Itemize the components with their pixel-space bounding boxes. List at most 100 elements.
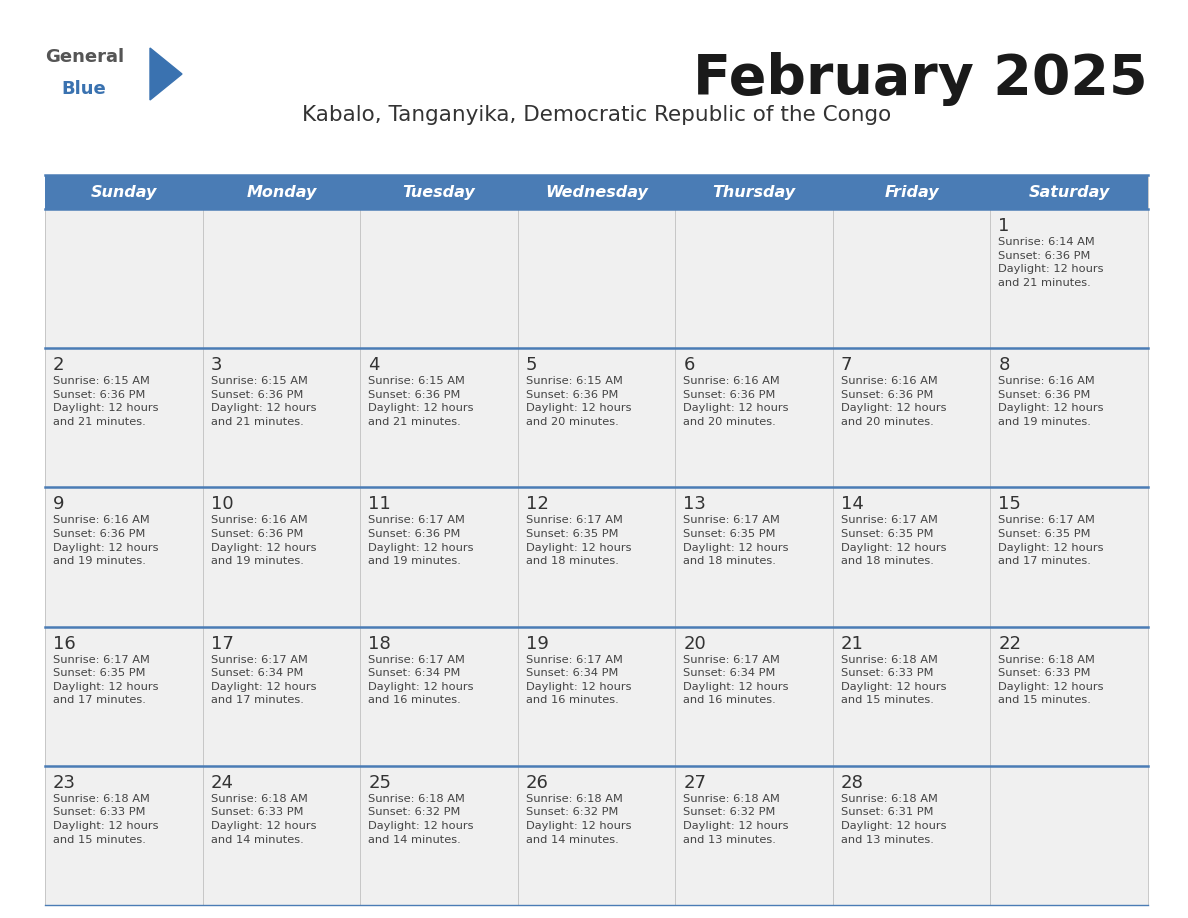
Text: 26: 26 (526, 774, 549, 792)
Text: 22: 22 (998, 634, 1022, 653)
Bar (203, 766, 360, 905)
Text: 21: 21 (841, 634, 864, 653)
Text: Sunrise: 6:18 AM
Sunset: 6:31 PM
Daylight: 12 hours
and 13 minutes.: Sunrise: 6:18 AM Sunset: 6:31 PM Dayligh… (841, 794, 947, 845)
Text: Sunrise: 6:16 AM
Sunset: 6:36 PM
Daylight: 12 hours
and 20 minutes.: Sunrise: 6:16 AM Sunset: 6:36 PM Dayligh… (841, 376, 947, 427)
Text: Sunrise: 6:17 AM
Sunset: 6:35 PM
Daylight: 12 hours
and 17 minutes.: Sunrise: 6:17 AM Sunset: 6:35 PM Dayligh… (53, 655, 158, 705)
Text: 15: 15 (998, 496, 1022, 513)
Bar (360, 766, 518, 905)
Text: Sunday: Sunday (90, 185, 157, 199)
Text: Sunrise: 6:17 AM
Sunset: 6:34 PM
Daylight: 12 hours
and 16 minutes.: Sunrise: 6:17 AM Sunset: 6:34 PM Dayligh… (526, 655, 631, 705)
Text: 9: 9 (53, 496, 64, 513)
Text: Thursday: Thursday (713, 185, 796, 199)
Text: 5: 5 (526, 356, 537, 375)
Text: 3: 3 (210, 356, 222, 375)
Bar (518, 627, 675, 766)
Text: Sunrise: 6:17 AM
Sunset: 6:35 PM
Daylight: 12 hours
and 18 minutes.: Sunrise: 6:17 AM Sunset: 6:35 PM Dayligh… (526, 515, 631, 566)
Text: Sunrise: 6:15 AM
Sunset: 6:36 PM
Daylight: 12 hours
and 20 minutes.: Sunrise: 6:15 AM Sunset: 6:36 PM Dayligh… (526, 376, 631, 427)
Text: Sunrise: 6:17 AM
Sunset: 6:35 PM
Daylight: 12 hours
and 17 minutes.: Sunrise: 6:17 AM Sunset: 6:35 PM Dayligh… (998, 515, 1104, 566)
Text: 14: 14 (841, 496, 864, 513)
Text: 11: 11 (368, 496, 391, 513)
Text: 24: 24 (210, 774, 234, 792)
Text: 18: 18 (368, 634, 391, 653)
Text: General: General (45, 48, 124, 66)
Text: 13: 13 (683, 496, 706, 513)
Text: Sunrise: 6:17 AM
Sunset: 6:35 PM
Daylight: 12 hours
and 18 minutes.: Sunrise: 6:17 AM Sunset: 6:35 PM Dayligh… (841, 515, 947, 566)
Text: Sunrise: 6:14 AM
Sunset: 6:36 PM
Daylight: 12 hours
and 21 minutes.: Sunrise: 6:14 AM Sunset: 6:36 PM Dayligh… (998, 237, 1104, 288)
Text: Tuesday: Tuesday (403, 185, 475, 199)
Text: Kabalo, Tanganyika, Democratic Republic of the Congo: Kabalo, Tanganyika, Democratic Republic … (302, 105, 891, 125)
Bar (45, 175, 1148, 209)
Text: Sunrise: 6:18 AM
Sunset: 6:32 PM
Daylight: 12 hours
and 14 minutes.: Sunrise: 6:18 AM Sunset: 6:32 PM Dayligh… (368, 794, 474, 845)
Bar (991, 348, 1148, 487)
Bar (833, 348, 991, 487)
Text: Sunrise: 6:18 AM
Sunset: 6:32 PM
Daylight: 12 hours
and 13 minutes.: Sunrise: 6:18 AM Sunset: 6:32 PM Dayligh… (683, 794, 789, 845)
Bar (45, 209, 203, 348)
Text: 19: 19 (526, 634, 549, 653)
Bar (518, 487, 675, 627)
Bar (360, 487, 518, 627)
Text: Saturday: Saturday (1029, 185, 1110, 199)
Text: Sunrise: 6:18 AM
Sunset: 6:33 PM
Daylight: 12 hours
and 15 minutes.: Sunrise: 6:18 AM Sunset: 6:33 PM Dayligh… (841, 655, 947, 705)
Bar (45, 348, 203, 487)
Bar (833, 766, 991, 905)
Text: 8: 8 (998, 356, 1010, 375)
Bar (675, 627, 833, 766)
Bar (360, 209, 518, 348)
Bar (991, 766, 1148, 905)
Polygon shape (150, 48, 182, 100)
Bar (518, 766, 675, 905)
Text: 2: 2 (53, 356, 64, 375)
Text: 20: 20 (683, 634, 706, 653)
Bar (518, 209, 675, 348)
Text: 17: 17 (210, 634, 234, 653)
Text: 4: 4 (368, 356, 380, 375)
Text: 1: 1 (998, 217, 1010, 235)
Bar (991, 209, 1148, 348)
Text: Sunrise: 6:17 AM
Sunset: 6:34 PM
Daylight: 12 hours
and 16 minutes.: Sunrise: 6:17 AM Sunset: 6:34 PM Dayligh… (683, 655, 789, 705)
Text: 12: 12 (526, 496, 549, 513)
Text: 23: 23 (53, 774, 76, 792)
Text: Sunrise: 6:15 AM
Sunset: 6:36 PM
Daylight: 12 hours
and 21 minutes.: Sunrise: 6:15 AM Sunset: 6:36 PM Dayligh… (210, 376, 316, 427)
Bar (675, 766, 833, 905)
Bar (833, 487, 991, 627)
Bar (203, 487, 360, 627)
Bar (203, 627, 360, 766)
Text: Sunrise: 6:18 AM
Sunset: 6:33 PM
Daylight: 12 hours
and 15 minutes.: Sunrise: 6:18 AM Sunset: 6:33 PM Dayligh… (998, 655, 1104, 705)
Bar (203, 209, 360, 348)
Text: Sunrise: 6:18 AM
Sunset: 6:33 PM
Daylight: 12 hours
and 15 minutes.: Sunrise: 6:18 AM Sunset: 6:33 PM Dayligh… (53, 794, 158, 845)
Bar (833, 627, 991, 766)
Text: 27: 27 (683, 774, 707, 792)
Bar (45, 766, 203, 905)
Bar (518, 348, 675, 487)
Bar (45, 487, 203, 627)
Text: Sunrise: 6:17 AM
Sunset: 6:34 PM
Daylight: 12 hours
and 16 minutes.: Sunrise: 6:17 AM Sunset: 6:34 PM Dayligh… (368, 655, 474, 705)
Text: Sunrise: 6:17 AM
Sunset: 6:36 PM
Daylight: 12 hours
and 19 minutes.: Sunrise: 6:17 AM Sunset: 6:36 PM Dayligh… (368, 515, 474, 566)
Text: Sunrise: 6:16 AM
Sunset: 6:36 PM
Daylight: 12 hours
and 19 minutes.: Sunrise: 6:16 AM Sunset: 6:36 PM Dayligh… (53, 515, 158, 566)
Text: Blue: Blue (61, 80, 106, 98)
Text: Sunrise: 6:18 AM
Sunset: 6:33 PM
Daylight: 12 hours
and 14 minutes.: Sunrise: 6:18 AM Sunset: 6:33 PM Dayligh… (210, 794, 316, 845)
Text: 7: 7 (841, 356, 852, 375)
Text: Sunrise: 6:17 AM
Sunset: 6:34 PM
Daylight: 12 hours
and 17 minutes.: Sunrise: 6:17 AM Sunset: 6:34 PM Dayligh… (210, 655, 316, 705)
Bar (675, 487, 833, 627)
Text: Sunrise: 6:15 AM
Sunset: 6:36 PM
Daylight: 12 hours
and 21 minutes.: Sunrise: 6:15 AM Sunset: 6:36 PM Dayligh… (53, 376, 158, 427)
Bar (203, 348, 360, 487)
Text: 10: 10 (210, 496, 233, 513)
Text: Friday: Friday (884, 185, 939, 199)
Text: Sunrise: 6:17 AM
Sunset: 6:35 PM
Daylight: 12 hours
and 18 minutes.: Sunrise: 6:17 AM Sunset: 6:35 PM Dayligh… (683, 515, 789, 566)
Text: Sunrise: 6:16 AM
Sunset: 6:36 PM
Daylight: 12 hours
and 19 minutes.: Sunrise: 6:16 AM Sunset: 6:36 PM Dayligh… (210, 515, 316, 566)
Bar (675, 209, 833, 348)
Text: Monday: Monday (246, 185, 316, 199)
Text: Wednesday: Wednesday (545, 185, 647, 199)
Text: 6: 6 (683, 356, 695, 375)
Bar (45, 627, 203, 766)
Bar (833, 209, 991, 348)
Text: 28: 28 (841, 774, 864, 792)
Text: Sunrise: 6:18 AM
Sunset: 6:32 PM
Daylight: 12 hours
and 14 minutes.: Sunrise: 6:18 AM Sunset: 6:32 PM Dayligh… (526, 794, 631, 845)
Bar (360, 627, 518, 766)
Bar (991, 627, 1148, 766)
Bar (360, 348, 518, 487)
Bar (991, 487, 1148, 627)
Text: Sunrise: 6:15 AM
Sunset: 6:36 PM
Daylight: 12 hours
and 21 minutes.: Sunrise: 6:15 AM Sunset: 6:36 PM Dayligh… (368, 376, 474, 427)
Text: Sunrise: 6:16 AM
Sunset: 6:36 PM
Daylight: 12 hours
and 20 minutes.: Sunrise: 6:16 AM Sunset: 6:36 PM Dayligh… (683, 376, 789, 427)
Bar (675, 348, 833, 487)
